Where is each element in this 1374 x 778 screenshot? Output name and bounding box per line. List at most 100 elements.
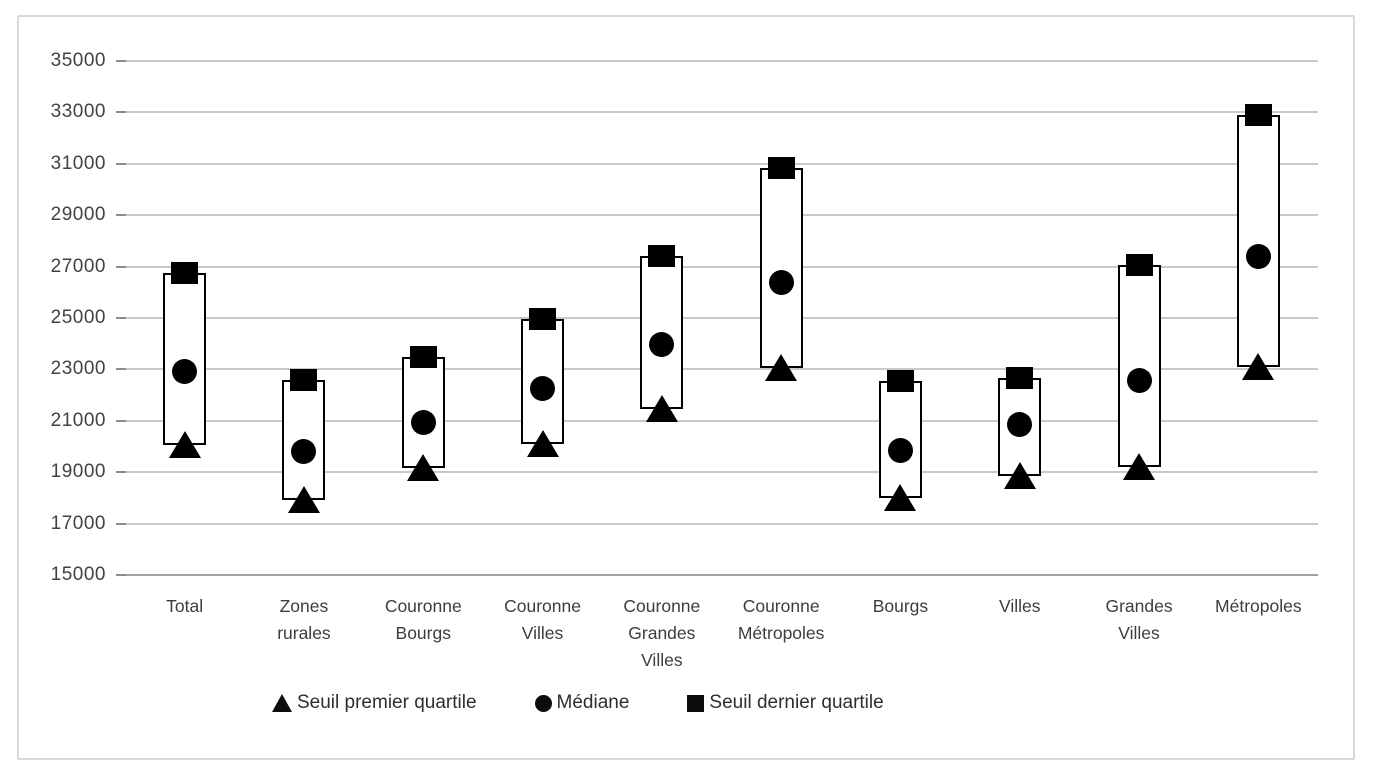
category-label-line: Couronne: [623, 596, 701, 616]
category-label: Total: [125, 593, 245, 620]
category-label-line: Couronne: [742, 596, 820, 616]
quartile-box: [1236, 114, 1280, 367]
quartile-box: [759, 167, 803, 369]
last-quartile-marker: [529, 308, 557, 331]
legend-label-last-quartile: Seuil dernier quartile: [709, 692, 884, 713]
gridline: [125, 162, 1318, 165]
category-label-line: Total: [166, 596, 204, 616]
gridline: [125, 522, 1318, 525]
y-axis-label: 17000: [50, 512, 106, 534]
y-axis-tick: [116, 419, 126, 422]
x-axis-line: [125, 574, 1318, 576]
quartile-box: [1117, 265, 1161, 468]
category-label: Couronne Bourgs: [363, 593, 483, 647]
y-axis-label: 21000: [50, 409, 106, 431]
category-label: Couronne Grandes Villes: [602, 593, 722, 674]
category-label: Couronne Villes: [483, 593, 603, 647]
gridline: [125, 60, 1318, 62]
category-label-line: Villes: [998, 596, 1041, 616]
square-marker-icon: [687, 694, 705, 712]
gridline: [125, 111, 1318, 114]
median-marker: [768, 269, 794, 295]
first-quartile-marker: [407, 454, 440, 482]
y-axis-tick: [116, 317, 126, 319]
last-quartile-marker: [1125, 254, 1153, 277]
gridline: [125, 419, 1318, 422]
y-axis-tick: [116, 522, 126, 525]
last-quartile-marker: [767, 156, 795, 179]
category-label-line: Zones: [279, 596, 329, 616]
y-axis-label: 19000: [50, 461, 106, 483]
category-label: Métropoles: [1198, 593, 1318, 620]
category-label-line: Bourgs: [395, 623, 451, 643]
category-label-line: Grandes: [628, 623, 696, 643]
legend-item-median: Médiane: [534, 692, 630, 714]
first-quartile-marker: [1123, 453, 1156, 481]
category-label-line: Métropoles: [737, 623, 825, 643]
last-quartile-marker: [409, 345, 437, 368]
legend-label-first-quartile: Seuil premier quartile: [297, 692, 477, 713]
y-axis-label: 31000: [50, 152, 106, 174]
first-quartile-marker: [1003, 462, 1036, 490]
median-marker: [410, 409, 436, 435]
median-marker: [1126, 368, 1152, 394]
y-axis-label: 33000: [50, 101, 106, 123]
median-marker: [1245, 243, 1271, 269]
gridline: [125, 317, 1318, 319]
y-axis-tick: [116, 471, 126, 474]
category-label: Zones rurales: [244, 593, 364, 647]
legend-item-last-quartile: Seuil dernier quartile: [687, 692, 884, 714]
category-label-line: Grandes: [1105, 596, 1173, 616]
y-axis-tick: [116, 368, 126, 371]
y-axis-tick: [116, 214, 126, 217]
category-label-line: Villes: [1118, 623, 1160, 643]
last-quartile-marker: [1244, 103, 1272, 126]
y-axis-tick: [116, 162, 126, 165]
last-quartile-marker: [648, 245, 676, 268]
y-axis-label: 23000: [50, 358, 106, 380]
first-quartile-marker: [884, 483, 917, 511]
gridline: [125, 265, 1318, 268]
first-quartile-marker: [287, 486, 320, 514]
category-label: Grandes Villes: [1079, 593, 1199, 647]
first-quartile-marker: [526, 429, 559, 457]
y-axis-tick: [116, 574, 126, 576]
category-label-line: Villes: [521, 623, 564, 643]
category-label: Couronne Métropoles: [721, 593, 841, 647]
category-label: Villes: [960, 593, 1080, 620]
category-label: Bourgs: [840, 593, 960, 620]
gridline: [125, 214, 1318, 217]
chart-legend: Seuil premier quartile Médiane Seuil der…: [272, 692, 884, 714]
circle-marker-icon: [534, 694, 552, 712]
first-quartile-marker: [1242, 352, 1275, 380]
legend-label-median: Médiane: [556, 692, 630, 713]
median-marker: [887, 437, 913, 463]
category-label-line: Métropoles: [1215, 596, 1302, 616]
triangle-marker-icon: [272, 694, 292, 712]
median-marker: [291, 439, 317, 465]
category-label-line: rurales: [277, 623, 331, 643]
median-marker: [530, 376, 556, 402]
last-quartile-marker: [1006, 367, 1034, 390]
gridline: [125, 471, 1318, 474]
y-axis-label: 35000: [50, 50, 106, 71]
category-label-line: Bourgs: [872, 596, 929, 616]
y-axis-label: 15000: [50, 564, 106, 585]
category-label-line: Villes: [641, 650, 683, 670]
category-label-line: Couronne: [504, 596, 581, 616]
y-axis-tick: [116, 60, 126, 62]
y-axis-label: 29000: [50, 204, 106, 226]
y-axis-label: 27000: [50, 255, 106, 277]
quartile-box: [163, 273, 207, 446]
last-quartile-marker: [886, 369, 914, 392]
gridline: [125, 368, 1318, 371]
first-quartile-marker: [168, 431, 201, 459]
y-axis-tick: [116, 111, 126, 114]
last-quartile-marker: [290, 368, 318, 391]
category-label-line: Couronne: [384, 596, 462, 616]
y-axis-tick: [116, 265, 126, 268]
first-quartile-marker: [645, 395, 678, 423]
first-quartile-marker: [765, 354, 798, 382]
legend-item-first-quartile: Seuil premier quartile: [272, 692, 477, 714]
